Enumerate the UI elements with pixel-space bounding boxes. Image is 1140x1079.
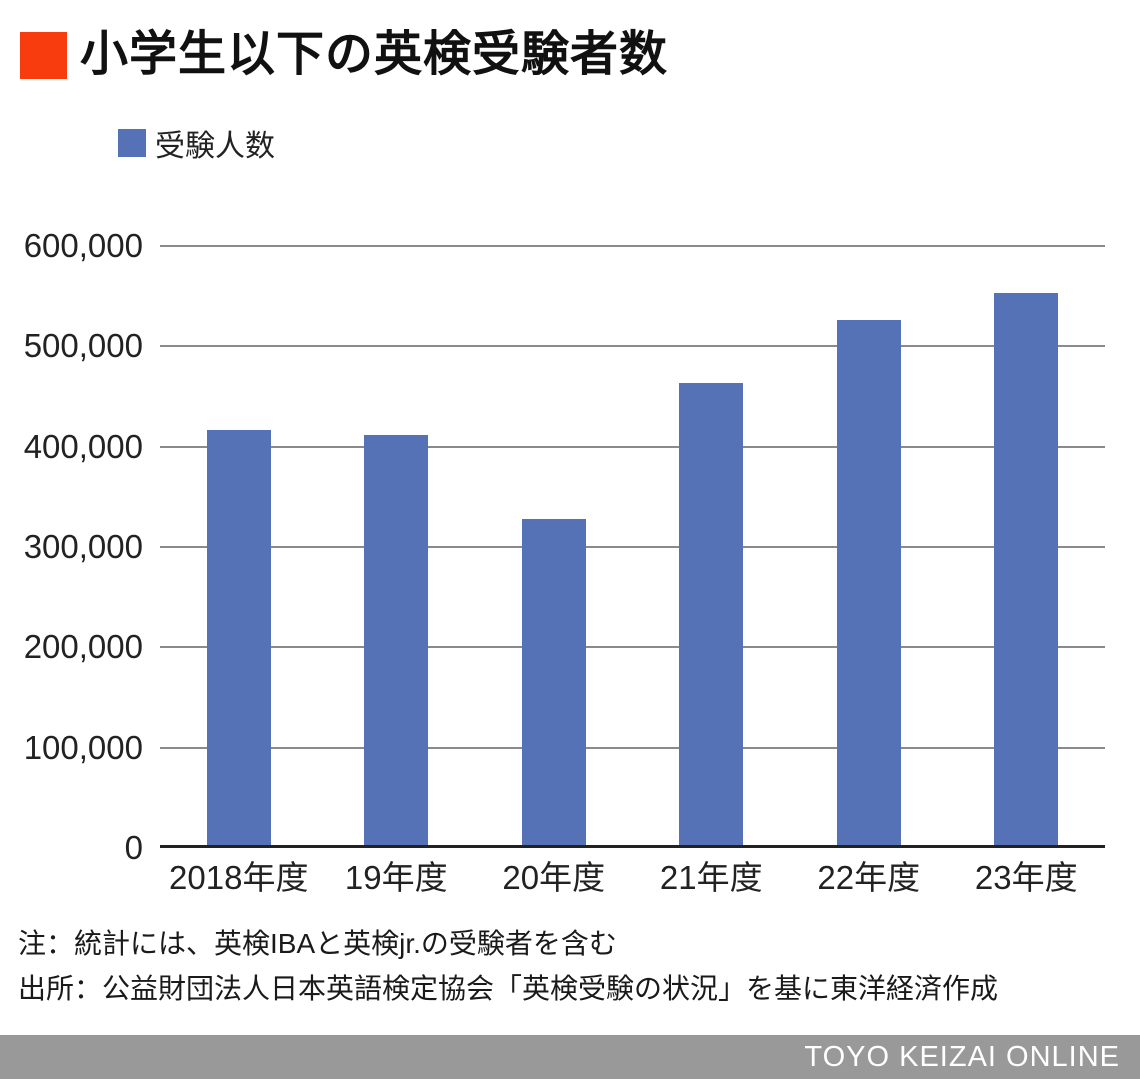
y-tick-label: 300,000 <box>23 528 143 565</box>
bar-23年度 <box>994 293 1059 845</box>
note-line-2: 出所：公益財団法人日本英語検定協会「英検受験の状況」を基に東洋経済作成 <box>18 973 999 1005</box>
title-row: 小学生以下の英検受験者数 <box>20 28 669 81</box>
y-tick-label: 200,000 <box>23 628 143 666</box>
x-tick-label: 21年度 <box>659 859 763 896</box>
bar-19年度 <box>364 434 429 845</box>
x-axis-labels: 2018年度 19年度 20年度 21年度 22年度 23年度 <box>160 859 1105 902</box>
chart-notes: 注：統計には、英検IBAと英検jr.の受験者を含む 出所：公益財団法人日本英語検… <box>18 921 1118 1012</box>
footer-brand: TOYO KEIZAI ONLINE <box>804 1040 1120 1073</box>
note-line-1: 注：統計には、英検IBAと英検jr.の受験者を含む <box>18 928 617 959</box>
page-title: 小学生以下の英検受験者数 <box>80 28 669 81</box>
y-tick-label: 600,000 <box>23 227 143 264</box>
bar-22年度 <box>836 320 901 845</box>
y-axis-labels: 0 100,000 200,000 300,000 400,000 500,000 600,… <box>0 227 143 866</box>
gridline <box>160 746 1105 749</box>
gridline <box>160 445 1105 448</box>
legend-label: 受験人数 <box>155 130 275 163</box>
legend-swatch-icon <box>118 129 146 157</box>
x-tick-label: 19年度 <box>344 859 448 896</box>
y-tick-label: 100,000 <box>23 728 143 766</box>
title-accent-square-icon <box>20 31 67 79</box>
gridline <box>160 646 1105 649</box>
gridline <box>160 345 1105 348</box>
y-tick-label: 400,000 <box>23 427 143 465</box>
y-tick-label: 0 <box>124 829 143 866</box>
chart-legend: 受験人数 <box>118 121 275 165</box>
x-tick-label: 22年度 <box>817 859 921 896</box>
bar-21年度 <box>679 383 744 845</box>
x-tick-label: 2018年度 <box>169 859 309 896</box>
gridline <box>160 546 1105 548</box>
bar-2018年度 <box>206 429 271 845</box>
x-tick-label: 20年度 <box>502 859 606 896</box>
gridline <box>160 245 1105 247</box>
y-tick-label: 500,000 <box>23 327 143 365</box>
footer-bar: TOYO KEIZAI ONLINE <box>0 1035 1140 1079</box>
plot-area <box>160 245 1105 848</box>
bar-20年度 <box>521 518 586 845</box>
x-tick-label: 23年度 <box>974 859 1078 896</box>
